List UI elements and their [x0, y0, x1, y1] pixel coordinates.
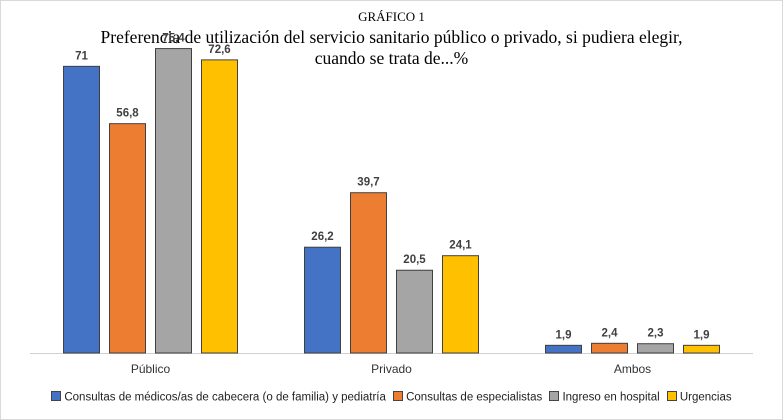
category-label-privado: Privado	[371, 362, 412, 376]
data-label-ambos-especialistas: 2,4	[602, 327, 619, 339]
data-label-privado-hospital: 20,5	[403, 254, 426, 266]
bar-ambos-cabecera	[545, 344, 582, 354]
bar-publico-hospital	[155, 48, 192, 354]
category-label-ambos: Ambos	[614, 362, 651, 376]
legend: Consultas de médicos/as de cabecera (o d…	[0, 391, 783, 404]
chart-title-line-1: Preferencia de utilización del servicio …	[100, 27, 683, 47]
bar-publico-cabecera	[63, 65, 100, 354]
bar-ambos-especialistas	[591, 342, 628, 354]
data-label-publico-especialistas: 56,8	[116, 108, 139, 120]
chart-title: Preferencia de utilización del servicio …	[0, 27, 783, 69]
legend-label-urgencias: Urgencias	[679, 391, 732, 404]
chart-title-line-2: cuando se trata de...%	[314, 48, 469, 68]
legend-item-cabecera: Consultas de médicos/as de cabecera (o d…	[51, 391, 386, 404]
legend-label-cabecera: Consultas de médicos/as de cabecera (o d…	[64, 391, 386, 404]
data-label-ambos-urgencias: 1,9	[694, 329, 710, 341]
chart-kicker: GRÁFICO 1	[358, 9, 425, 24]
legend-item-hospital: Ingreso en hospital	[549, 391, 660, 404]
legend-item-urgencias: Urgencias	[666, 391, 732, 404]
bar-privado-hospital	[396, 269, 433, 354]
data-label-publico-hospital: 75,4	[162, 33, 185, 45]
bar-privado-cabecera	[304, 246, 341, 354]
data-label-ambos-hospital: 2,3	[648, 328, 664, 340]
bar-privado-especialistas	[350, 192, 387, 354]
legend-label-especialistas: Consultas de especialistas	[406, 391, 543, 404]
data-label-publico-urgencias: 72,6	[208, 44, 230, 56]
data-label-publico-cabecera: 71	[75, 50, 88, 62]
data-label-privado-cabecera: 26,2	[311, 231, 333, 243]
category-label-publico: Público	[131, 362, 171, 376]
legend-swatch-hospital	[549, 391, 560, 401]
bar-ambos-urgencias	[683, 344, 720, 354]
legend-swatch-cabecera	[51, 391, 62, 401]
bar-publico-especialistas	[109, 123, 146, 354]
legend-swatch-especialistas	[393, 391, 404, 401]
bar-publico-urgencias	[201, 59, 238, 354]
legend-swatch-urgencias	[666, 391, 677, 401]
data-label-ambos-cabecera: 1,9	[556, 329, 572, 341]
data-label-privado-especialistas: 39,7	[357, 177, 379, 189]
bar-privado-urgencias	[442, 255, 479, 354]
bar-ambos-hospital	[637, 343, 674, 354]
data-label-privado-urgencias: 24,1	[449, 240, 472, 252]
legend-label-hospital: Ingreso en hospital	[562, 391, 660, 404]
legend-item-especialistas: Consultas de especialistas	[393, 391, 542, 404]
